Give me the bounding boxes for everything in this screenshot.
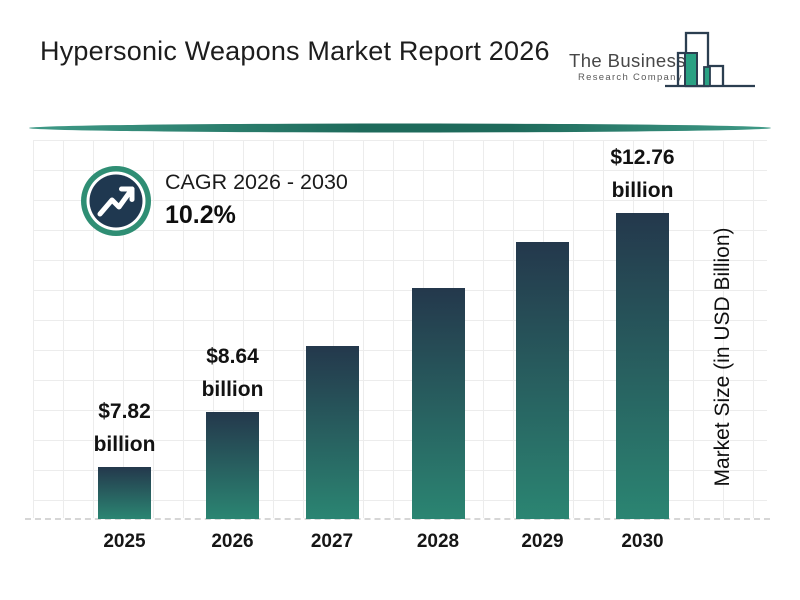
bar-2029 [516, 242, 569, 519]
bar-2025 [98, 467, 151, 519]
x-tick-2030: 2030 [621, 531, 664, 552]
divider-line [29, 123, 771, 133]
bar-2030 [616, 213, 669, 519]
x-axis-baseline [25, 518, 770, 520]
logo-text-line1: The Business [569, 50, 686, 71]
page-title: Hypersonic Weapons Market Report 2026 [40, 36, 550, 66]
bar-2027 [306, 346, 359, 519]
logo-bars-icon [665, 31, 755, 88]
trending-up-icon [81, 166, 151, 236]
x-tick-2026: 2026 [211, 531, 254, 552]
company-logo: The Business Research Company [563, 30, 773, 100]
x-tick-2027: 2027 [310, 531, 354, 552]
value-label-2030: $12.76 billion [610, 146, 675, 202]
cagr-label: CAGR 2026 - 2030 [165, 170, 348, 194]
y-axis-label: Market Size (in USD Billion) [711, 227, 734, 487]
x-tick-2025: 2025 [103, 531, 146, 552]
x-tick-2029: 2029 [521, 531, 564, 552]
value-label-2025: $7.82 billion [93, 400, 156, 456]
x-tick-2028: 2028 [416, 531, 460, 552]
bar-2028 [412, 288, 465, 519]
value-label-2026: $8.64 billion [201, 345, 264, 401]
cagr-value: 10.2% [165, 201, 236, 229]
bar-2026 [206, 412, 259, 519]
logo-text-line2: Research Company [578, 72, 683, 83]
